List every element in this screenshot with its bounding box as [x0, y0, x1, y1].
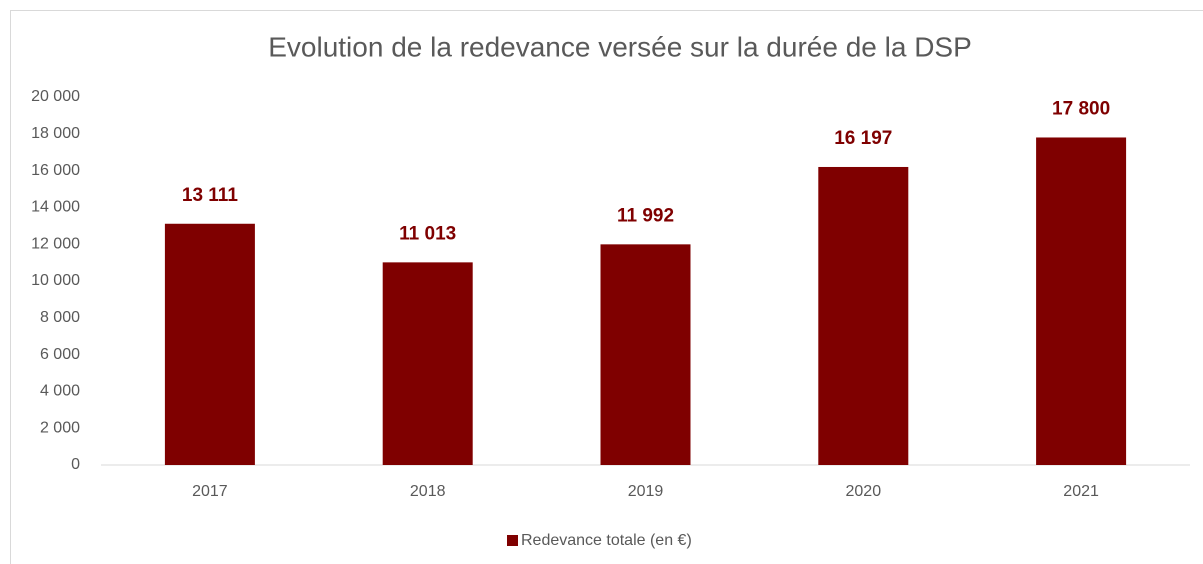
- y-tick-label: 14 000: [31, 199, 80, 216]
- x-tick-label: 2021: [1063, 483, 1099, 500]
- bar: [818, 166, 909, 465]
- value-label: 13 111: [182, 185, 238, 206]
- value-label: 11 013: [399, 223, 456, 244]
- y-tick-label: 20 000: [31, 88, 80, 105]
- value-label: 16 197: [834, 128, 892, 149]
- value-label: 17 800: [1052, 98, 1110, 119]
- bar: [164, 223, 255, 465]
- y-tick-label: 8 000: [40, 309, 80, 326]
- x-tick-label: 2018: [410, 483, 446, 500]
- y-tick-label: 2 000: [40, 419, 80, 436]
- legend-label: Redevance totale (en €): [521, 532, 692, 549]
- value-label: 11 992: [617, 205, 674, 226]
- x-tick-label: 2020: [846, 483, 882, 500]
- y-tick-label: 0: [71, 456, 80, 473]
- y-tick-label: 18 000: [31, 125, 80, 142]
- legend-swatch: [507, 535, 518, 546]
- bar: [382, 262, 473, 465]
- x-tick-label: 2019: [628, 483, 664, 500]
- y-tick-label: 12 000: [31, 235, 80, 252]
- y-tick-label: 4 000: [40, 383, 80, 400]
- chart-border: [10, 10, 1203, 564]
- x-tick-label: 2017: [192, 483, 228, 500]
- y-tick-label: 6 000: [40, 346, 80, 363]
- chart-title: Evolution de la redevance versée sur la …: [268, 31, 972, 62]
- bar: [600, 244, 691, 465]
- bar: [1036, 137, 1127, 466]
- y-tick-label: 10 000: [31, 272, 80, 289]
- y-tick-label: 16 000: [31, 162, 80, 179]
